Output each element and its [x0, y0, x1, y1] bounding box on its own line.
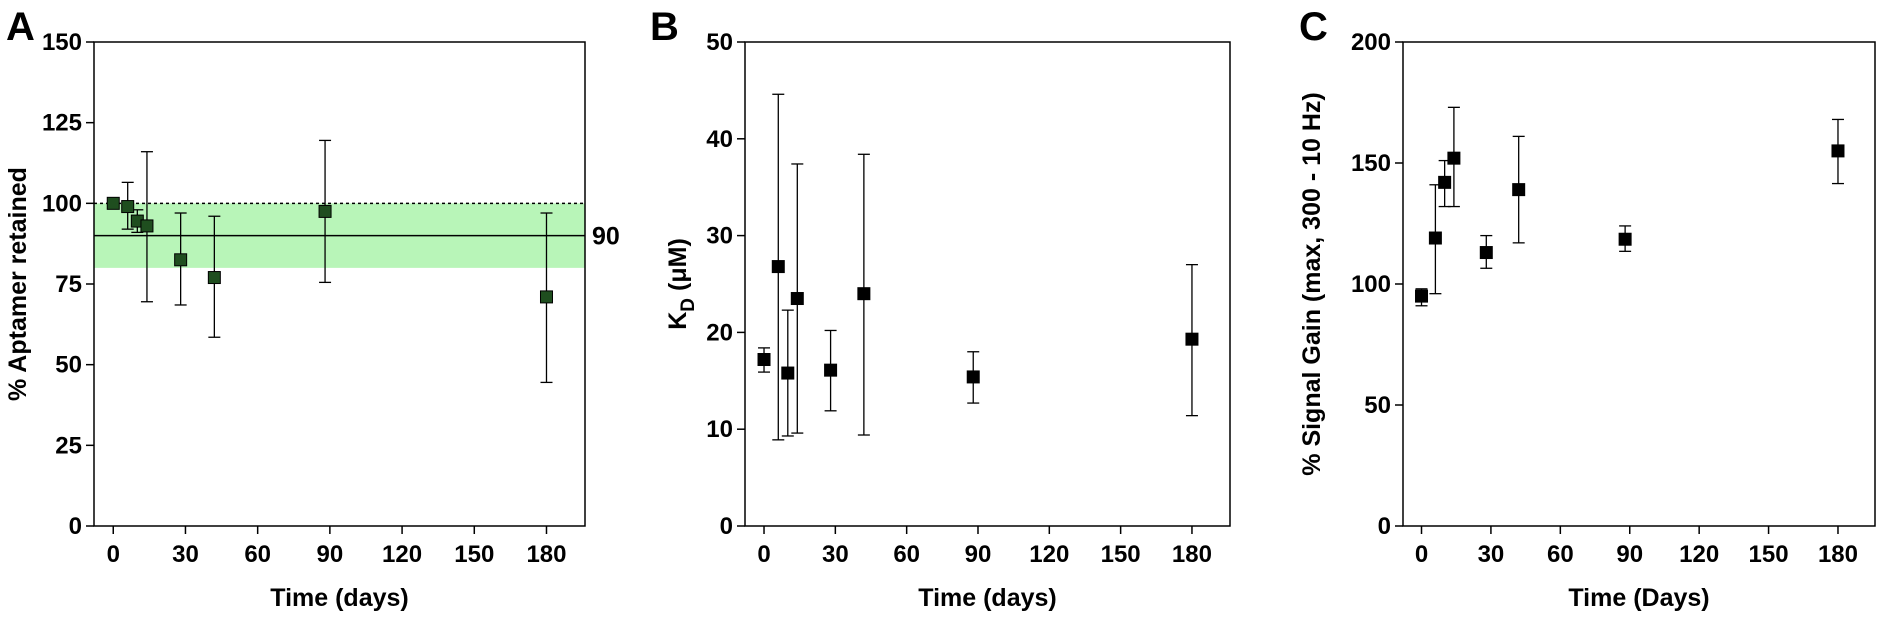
data-point: [857, 287, 871, 301]
data-point: [1447, 151, 1461, 165]
y-tick-label: 0: [720, 513, 733, 540]
y-tick-label: 200: [1351, 29, 1391, 56]
data-point: [824, 363, 838, 377]
x-tick-label: 30: [822, 541, 849, 568]
x-tick-label: 0: [107, 541, 120, 568]
x-tick-label: 60: [1547, 541, 1574, 568]
y-tick-label: 40: [706, 126, 733, 153]
y-tick-label: 50: [706, 29, 733, 56]
data-point: [790, 292, 804, 306]
x-tick-label: 0: [757, 541, 770, 568]
data-point: [207, 271, 221, 285]
y-axis-title: % Signal Gain (max, 300 - 10 Hz): [1298, 92, 1326, 475]
x-tick-label: 30: [1478, 541, 1505, 568]
x-tick-label: 120: [1029, 541, 1069, 568]
y-tick-label: 150: [1351, 150, 1391, 177]
panel-letter: C: [1299, 5, 1328, 49]
x-axis-title: Time (days): [918, 584, 1056, 612]
data-point: [1415, 289, 1429, 303]
y-tick-label: 10: [706, 416, 733, 443]
x-axis-title: Time (days): [270, 584, 408, 612]
data-point: [1185, 332, 1199, 346]
data-point: [771, 260, 785, 274]
x-tick-label: 90: [965, 541, 992, 568]
x-tick-label: 120: [1679, 541, 1719, 568]
plot-frame: [93, 41, 586, 527]
data-point: [121, 200, 135, 214]
x-tick-label: 150: [1101, 541, 1141, 568]
y-tick-label: 20: [706, 319, 733, 346]
y-tick-label: 150: [42, 29, 82, 56]
y-tick-label: 0: [1378, 513, 1391, 540]
data-point: [781, 366, 795, 380]
data-point: [1831, 144, 1845, 158]
data-point: [539, 290, 553, 304]
x-axis-title: Time (Days): [1568, 584, 1709, 612]
reference-line-label: 90: [592, 223, 620, 251]
chart-panel-a: 90 0 25 50 75 100 125 150 0 30 60 90 120 150 180 Time (…: [4, 5, 620, 612]
y-tick-label: 30: [706, 223, 733, 250]
y-axis-title: KD (μM): [664, 238, 699, 330]
data-point: [174, 253, 188, 267]
plot-frame: [1402, 41, 1876, 527]
y-tick-label: 100: [1351, 271, 1391, 298]
x-tick-label: 60: [893, 541, 920, 568]
panel-letter: B: [650, 5, 679, 49]
data-point: [966, 370, 980, 384]
x-tick-label: 0: [1415, 541, 1428, 568]
chart-panel-b: 0 10 20 30 40 50 0 30 60 90 120 150 180 Time (days) KD…: [650, 5, 1231, 612]
y-tick-label: 100: [42, 190, 82, 217]
data-point: [1428, 231, 1442, 245]
y-tick-label: 75: [55, 271, 82, 298]
data-point: [1438, 175, 1452, 189]
plot-frame: [744, 41, 1231, 527]
x-tick-label: 150: [454, 541, 494, 568]
y-tick-label: 25: [55, 432, 82, 459]
x-tick-label: 30: [172, 541, 199, 568]
x-tick-label: 180: [526, 541, 566, 568]
data-point: [318, 204, 332, 218]
y-axis-title-unit: (μM): [664, 238, 692, 298]
y-axis-title-main: K: [664, 312, 692, 330]
x-tick-label: 120: [382, 541, 422, 568]
y-axis-title: % Aptamer retained: [4, 167, 32, 401]
y-tick-label: 125: [42, 110, 82, 137]
data-point: [1512, 183, 1526, 197]
x-tick-label: 180: [1172, 541, 1212, 568]
y-tick-label: 50: [55, 352, 82, 379]
panel-letter: A: [6, 5, 35, 49]
y-tick-label: 50: [1364, 392, 1391, 419]
data-point: [1618, 232, 1632, 246]
data-point: [757, 353, 771, 367]
chart-panel-c: 0 50 100 150 200 0 30 60 90 120 150 180 Time (Days)%…: [1298, 5, 1876, 612]
data-point: [1479, 246, 1493, 260]
data-point: [106, 196, 120, 210]
x-tick-label: 180: [1818, 541, 1858, 568]
x-tick-label: 150: [1749, 541, 1789, 568]
x-tick-label: 90: [1616, 541, 1643, 568]
data-point: [140, 219, 154, 233]
x-tick-label: 60: [244, 541, 271, 568]
y-axis-title-subscript: D: [678, 298, 699, 312]
y-tick-label: 0: [69, 513, 82, 540]
x-tick-label: 90: [317, 541, 344, 568]
